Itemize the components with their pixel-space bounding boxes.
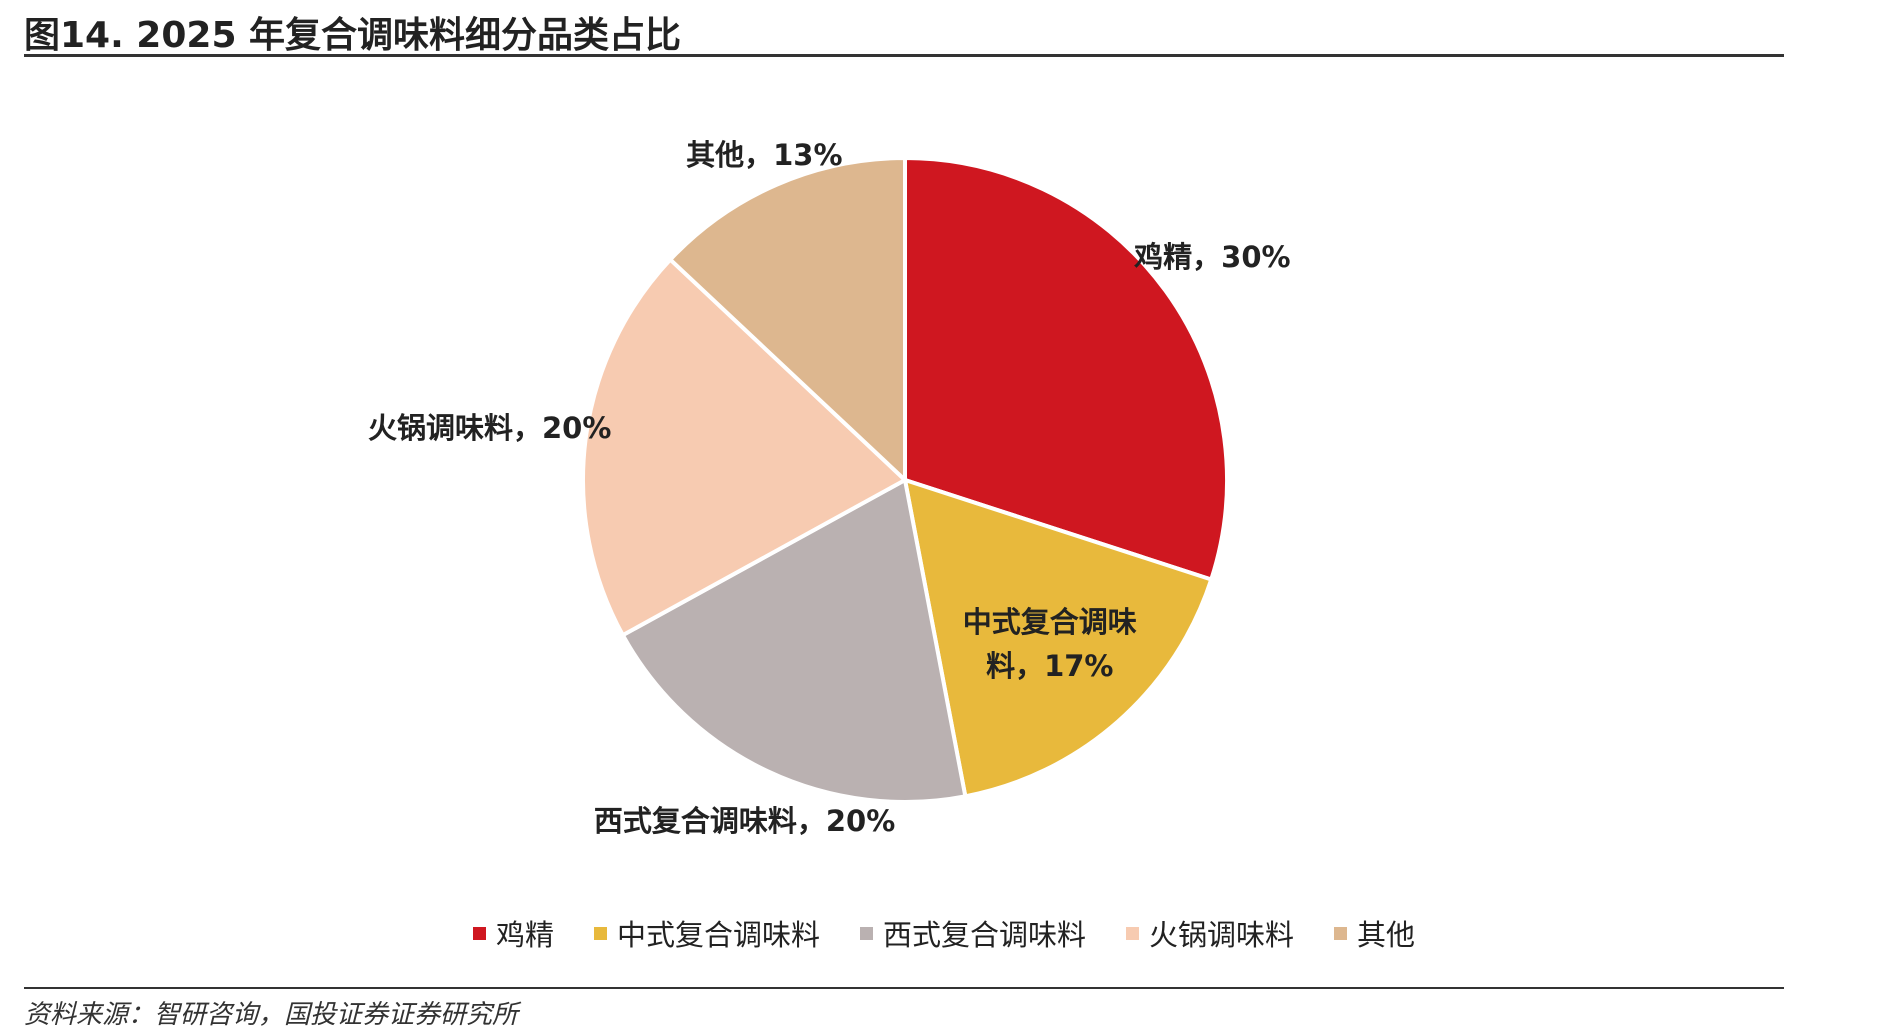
legend-item: 西式复合调味料 — [859, 912, 1086, 954]
legend-label: 其他 — [1357, 918, 1416, 952]
legend-swatch — [859, 926, 873, 940]
legend: 鸡精 中式复合调味料 西式复合调味料 火锅调味料 其他 — [0, 912, 1888, 954]
legend-swatch — [1126, 926, 1139, 940]
source-rule — [24, 987, 1784, 989]
legend-swatch — [472, 926, 486, 940]
legend-item: 其他 — [1334, 912, 1415, 954]
legend-item: 鸡精 — [472, 912, 554, 954]
data-label: 火锅调味料，20% — [367, 410, 612, 445]
pie-slice — [903, 155, 1229, 583]
data-label: 中式复合调味料，17% — [962, 605, 1137, 684]
legend-item: 中式复合调味料 — [593, 912, 820, 954]
pie-slice — [620, 476, 968, 804]
legend-item: 火锅调味料 — [1126, 912, 1294, 954]
legend-label: 火锅调味料 — [1149, 918, 1295, 952]
title-rule — [24, 54, 1784, 57]
legend-label: 中式复合调味料 — [616, 918, 820, 952]
legend-label: 鸡精 — [495, 918, 554, 952]
legend-swatch — [593, 926, 607, 940]
pie-slice — [667, 155, 907, 485]
data-label: 西式复合调味料，20% — [593, 803, 896, 838]
pie-slice — [902, 477, 1214, 799]
title: 图14. 2025 年复合调味料细分品类占比 — [24, 15, 682, 56]
data-label: 鸡精，30% — [1134, 239, 1291, 274]
source: 资料来源：智研咨询，国投证券证券研究所 — [24, 1000, 519, 1030]
data-label: 其他，13% — [686, 137, 843, 172]
legend-label: 西式复合调味料 — [882, 918, 1086, 952]
pie-slice — [581, 256, 909, 638]
legend-swatch — [1334, 926, 1348, 940]
